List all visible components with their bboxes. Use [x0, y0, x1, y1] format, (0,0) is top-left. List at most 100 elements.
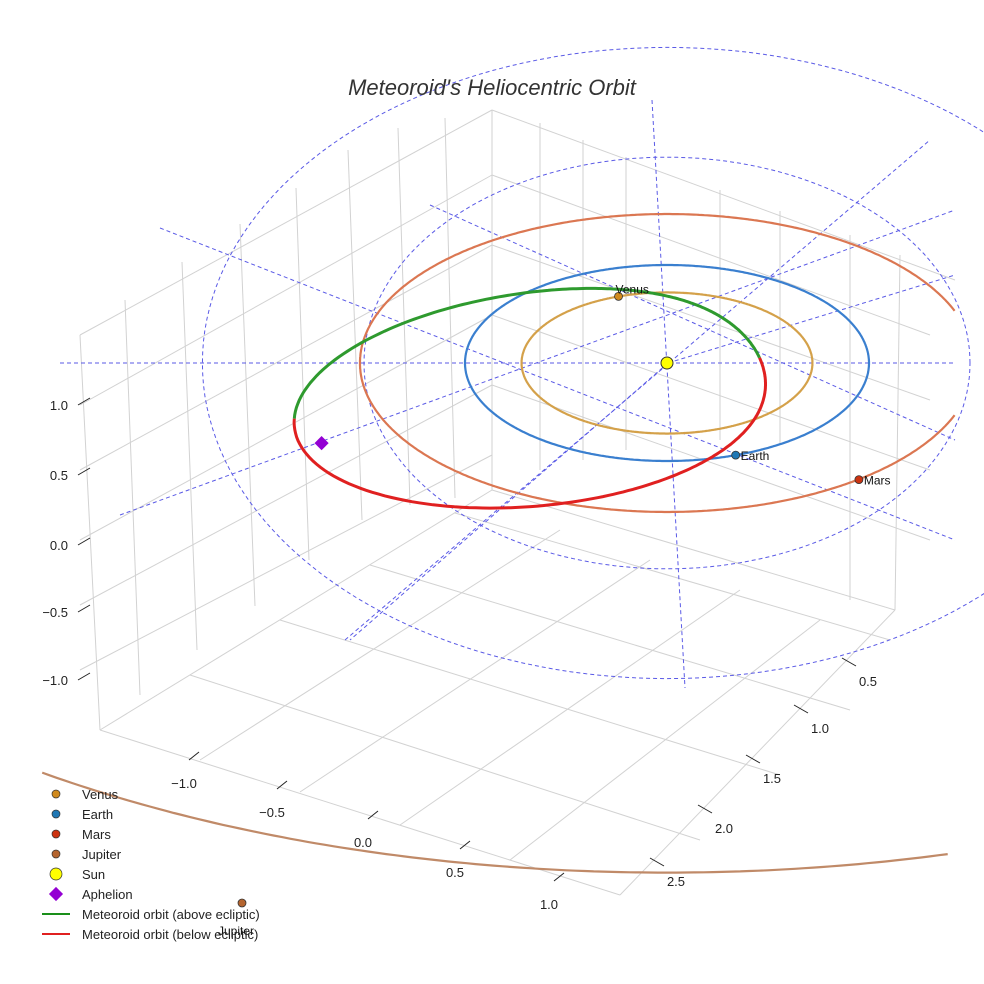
x-tick-mark — [553, 872, 565, 882]
z-tick-label: −0.5 — [42, 605, 68, 620]
meteoroid-orbit-above — [745, 337, 761, 359]
y-tick-mark — [697, 804, 713, 814]
y-tick-label: 0.5 — [859, 674, 877, 689]
grid-line — [189, 674, 701, 841]
legend-label: Meteoroid orbit (above ecliptic) — [82, 907, 260, 922]
orbit-earth — [463, 263, 871, 463]
x-tick-label: 0.0 — [354, 835, 372, 850]
grid-line — [619, 609, 896, 896]
y-tick-mark — [841, 657, 857, 667]
legend-item: Aphelion — [48, 886, 133, 902]
grid-line — [79, 314, 493, 541]
legend-swatch — [51, 809, 61, 819]
legend-swatch — [51, 849, 61, 859]
legend-label: Jupiter — [82, 847, 122, 862]
grid-line — [79, 174, 493, 406]
y-tick-mark — [745, 754, 761, 764]
legend-label: Sun — [82, 867, 105, 882]
legend-label: Mars — [82, 827, 111, 842]
legend-label: Aphelion — [82, 887, 133, 902]
y-tick-label: 1.0 — [811, 721, 829, 736]
y-tick-mark — [649, 857, 665, 867]
legend-swatch — [51, 829, 61, 839]
venus-marker — [614, 291, 623, 301]
tick-labels: 1.0 0.5 0.0 −0.5 −1.0 −1.0 −0.5 0.0 0.5 1.0 0.5 1.0… — [42, 397, 877, 912]
earth-label: Earth — [741, 449, 770, 463]
radial-spoke — [349, 362, 669, 641]
grid-line — [491, 489, 896, 611]
aphelion-marker — [314, 436, 329, 451]
grid-line — [79, 334, 101, 731]
grid-line — [399, 589, 741, 826]
legend-item: Earth — [51, 807, 113, 822]
y-tick-label: 2.0 — [715, 821, 733, 836]
legend-swatch — [48, 886, 64, 902]
reference-ring — [201, 46, 984, 680]
grid-line — [347, 149, 363, 521]
chart-title: Meteoroid's Heliocentric Orbit — [348, 75, 637, 100]
planet-orbits — [41, 212, 956, 874]
grid-line — [491, 109, 956, 281]
x-tick-mark — [367, 810, 379, 820]
grid-line — [79, 384, 493, 606]
venus-label: Venus — [616, 282, 649, 296]
z-tick-mark — [77, 467, 91, 476]
y-tick-label: 1.5 — [763, 771, 781, 786]
legend-label: Meteoroid orbit (below ecliptic) — [82, 927, 258, 942]
y-tick-mark — [793, 704, 809, 714]
grid-line — [509, 619, 821, 861]
mars-label: Mars — [864, 474, 891, 488]
earth-marker — [731, 450, 741, 460]
z-tick-label: 1.0 — [50, 398, 68, 413]
legend-item: Meteoroid orbit (above ecliptic) — [42, 907, 260, 922]
axis-grid — [79, 109, 956, 896]
grid-line — [239, 223, 256, 607]
meteoroid-orbit-above — [292, 286, 748, 419]
orbit-venus — [520, 291, 814, 435]
meteoroid-orbit — [292, 286, 767, 510]
grid-line — [181, 261, 198, 651]
jupiter-label: Jupiter — [218, 924, 254, 938]
mars-marker — [854, 475, 864, 485]
z-tick-label: −1.0 — [42, 673, 68, 688]
x-tick-mark — [276, 780, 288, 790]
radial-spoke — [119, 209, 956, 516]
x-tick-label: −0.5 — [259, 805, 285, 820]
radial-spoke — [429, 204, 956, 441]
radial-spoke — [667, 274, 956, 364]
x-tick-mark — [188, 751, 200, 761]
grid-line — [491, 314, 931, 471]
x-tick-label: −1.0 — [171, 776, 197, 791]
grid-line — [369, 564, 851, 711]
grid-line — [299, 559, 651, 793]
legend-swatch — [51, 789, 61, 799]
legend-item: Venus — [51, 787, 119, 802]
grid-line — [397, 127, 411, 506]
radial-spoke — [651, 99, 686, 689]
x-tick-label: 1.0 — [540, 897, 558, 912]
z-tick-label: 0.5 — [50, 468, 68, 483]
grid-line — [279, 619, 781, 776]
grid-line — [99, 489, 493, 731]
orbit-mars — [358, 212, 956, 514]
meteoroid-orbit-below — [292, 356, 767, 510]
grid-line — [491, 244, 931, 401]
grid-line — [79, 109, 493, 336]
grid-line — [124, 299, 141, 696]
legend-item: Meteoroid orbit (below ecliptic) — [42, 927, 258, 942]
jupiter-marker — [237, 898, 247, 908]
z-tick-mark — [77, 672, 91, 681]
legend: Venus Earth Mars Jupiter Sun Aphelion Meteoroi… — [42, 787, 260, 942]
grid-line — [491, 384, 931, 541]
grid-line — [491, 174, 931, 336]
grid-line — [894, 254, 901, 611]
z-tick-mark — [77, 537, 91, 546]
z-tick-mark — [77, 397, 91, 406]
z-tick-label: 0.0 — [50, 538, 68, 553]
legend-label: Earth — [82, 807, 113, 822]
markers: Venus Earth Mars Jupiter — [218, 282, 891, 938]
radial-spoke — [344, 139, 931, 641]
orbit-jupiter — [41, 771, 948, 874]
legend-swatch — [49, 867, 63, 881]
